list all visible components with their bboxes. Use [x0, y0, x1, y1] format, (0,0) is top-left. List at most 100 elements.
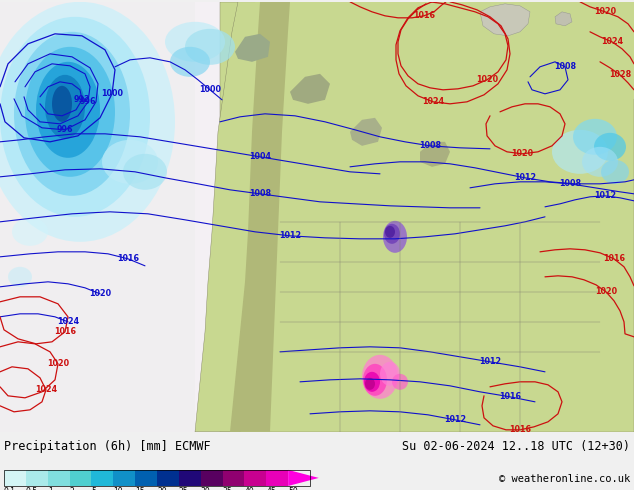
Text: © weatheronline.co.uk: © weatheronline.co.uk [499, 474, 630, 484]
Ellipse shape [185, 29, 235, 65]
Polygon shape [555, 12, 572, 26]
Ellipse shape [601, 160, 629, 184]
Ellipse shape [383, 221, 407, 253]
Polygon shape [195, 2, 540, 432]
Text: 1024: 1024 [422, 98, 444, 106]
Text: 2: 2 [70, 487, 74, 490]
Text: 1000: 1000 [199, 85, 221, 95]
Ellipse shape [573, 119, 617, 155]
Text: 1008: 1008 [419, 141, 441, 150]
Text: 1012: 1012 [444, 416, 466, 424]
Text: 1012: 1012 [479, 357, 501, 367]
Text: 45: 45 [266, 487, 276, 490]
Polygon shape [288, 470, 319, 486]
Text: 1016: 1016 [413, 11, 435, 20]
Text: 1016: 1016 [117, 254, 139, 263]
Text: 10: 10 [113, 487, 123, 490]
Text: 40: 40 [245, 487, 254, 490]
Polygon shape [235, 34, 270, 62]
Bar [70, 470, 91, 486]
Text: 1024: 1024 [35, 385, 57, 394]
Text: 1012: 1012 [279, 231, 301, 240]
Text: 1024: 1024 [601, 37, 623, 47]
Text: 1008: 1008 [559, 179, 581, 188]
Ellipse shape [363, 364, 387, 396]
Text: 996: 996 [57, 125, 74, 134]
Text: 0.1: 0.1 [4, 487, 16, 490]
Bar [26, 470, 48, 486]
Text: 1008: 1008 [554, 62, 576, 72]
Text: 992: 992 [74, 96, 90, 104]
Text: 1020: 1020 [47, 359, 69, 368]
Ellipse shape [380, 362, 400, 386]
Polygon shape [220, 2, 634, 432]
Ellipse shape [385, 226, 395, 238]
Polygon shape [290, 74, 330, 104]
Ellipse shape [14, 32, 130, 196]
Text: Precipitation (6h) [mm] ECMWF: Precipitation (6h) [mm] ECMWF [4, 440, 210, 453]
Text: 1024: 1024 [57, 318, 79, 326]
Ellipse shape [364, 372, 380, 392]
Ellipse shape [582, 147, 618, 177]
Text: 35: 35 [223, 487, 232, 490]
Ellipse shape [36, 62, 100, 158]
Ellipse shape [392, 374, 408, 390]
Ellipse shape [165, 22, 225, 62]
Text: 30: 30 [201, 487, 210, 490]
Text: 1020: 1020 [594, 7, 616, 16]
Polygon shape [0, 2, 195, 432]
Text: 50: 50 [288, 487, 298, 490]
Text: 1016: 1016 [54, 327, 76, 336]
Bar [91, 470, 113, 486]
Bar [113, 470, 135, 486]
Ellipse shape [365, 378, 375, 390]
Ellipse shape [8, 267, 32, 287]
Bar [157, 470, 179, 486]
Ellipse shape [170, 47, 210, 77]
Text: 1012: 1012 [594, 191, 616, 200]
Bar [201, 470, 223, 486]
Text: 1016: 1016 [499, 392, 521, 401]
Text: 1020: 1020 [595, 287, 617, 296]
Bar [48, 470, 70, 486]
Bar [223, 470, 245, 486]
Text: 1012: 1012 [514, 173, 536, 182]
Bar [179, 470, 201, 486]
Text: Su 02-06-2024 12..18 UTC (12+30): Su 02-06-2024 12..18 UTC (12+30) [402, 440, 630, 453]
Polygon shape [230, 2, 290, 432]
Ellipse shape [362, 355, 398, 399]
Text: 1: 1 [48, 487, 53, 490]
Ellipse shape [123, 154, 167, 190]
Bar [4, 470, 310, 486]
Text: 25: 25 [179, 487, 188, 490]
Text: 1020: 1020 [89, 289, 111, 298]
Polygon shape [420, 142, 450, 167]
Polygon shape [480, 4, 530, 36]
Ellipse shape [102, 140, 158, 184]
Text: 1016: 1016 [603, 254, 625, 263]
Text: 1020: 1020 [511, 149, 533, 158]
Text: 1000: 1000 [101, 89, 123, 98]
Bar [266, 470, 288, 486]
Text: 15: 15 [135, 487, 145, 490]
Ellipse shape [552, 130, 608, 174]
Ellipse shape [45, 75, 85, 139]
Polygon shape [350, 118, 382, 146]
Text: 1016: 1016 [509, 425, 531, 434]
Ellipse shape [25, 47, 115, 177]
Ellipse shape [594, 133, 626, 161]
Polygon shape [540, 2, 634, 432]
Polygon shape [255, 2, 634, 154]
Text: 1008: 1008 [249, 189, 271, 198]
Ellipse shape [52, 86, 72, 122]
Text: 20: 20 [157, 487, 167, 490]
Text: 996: 996 [80, 98, 96, 106]
Text: 5: 5 [91, 487, 96, 490]
Text: 0.5: 0.5 [26, 487, 38, 490]
Ellipse shape [384, 224, 400, 244]
Bar [245, 470, 266, 486]
Text: 1020: 1020 [476, 75, 498, 84]
Bar [135, 470, 157, 486]
Ellipse shape [0, 17, 150, 217]
Text: 1004: 1004 [249, 152, 271, 161]
